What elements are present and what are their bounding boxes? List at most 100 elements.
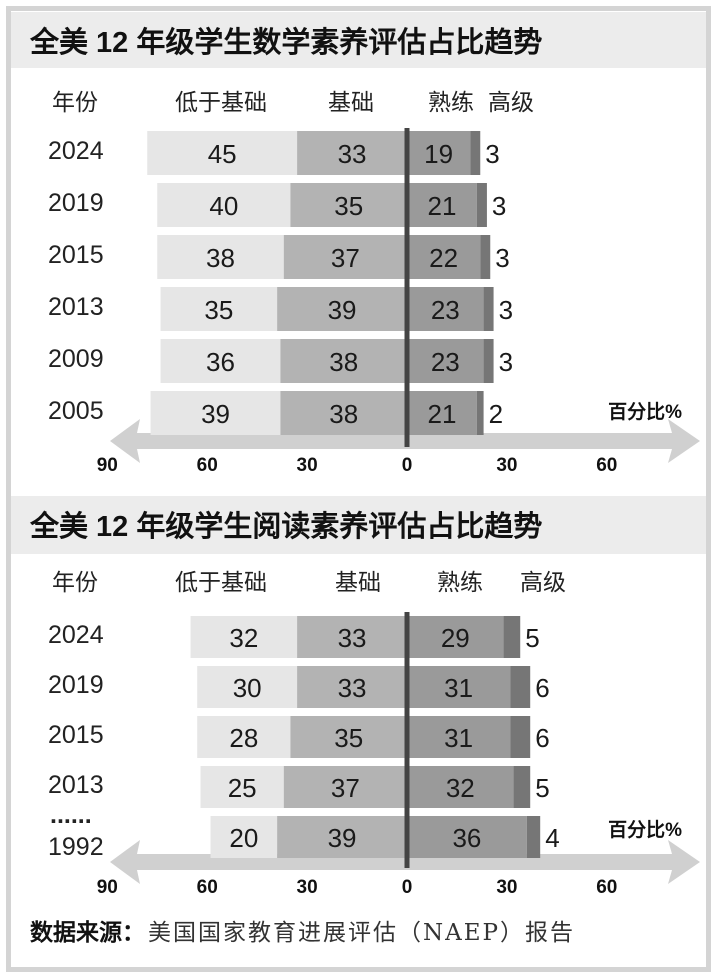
tick-label: 60 [197,455,218,476]
title-band [11,12,706,68]
value-basic: 39 [328,295,357,325]
chart-title: 全美 12 年级学生阅读素养评估占比趋势 [29,509,542,543]
bar-proficient [407,616,504,658]
year-label: 2024 [48,137,104,165]
bar-below-basic [157,235,284,279]
value-below-basic: 20 [229,823,258,853]
bar-proficient [407,816,527,858]
bar-below-basic [197,666,298,708]
value-below-basic: 45 [208,139,237,169]
ellipsis-mark: ...... [50,801,92,829]
value-below-basic: 40 [209,191,238,221]
tick-label: 30 [297,455,318,476]
tick-label: 0 [402,455,413,476]
bar-basic [283,235,407,279]
value-below-basic: 25 [228,773,257,803]
bar-below-basic [197,716,291,758]
header-proficient: 熟练 [428,89,474,115]
bar-basic [297,666,407,708]
bar-basic [297,131,407,175]
value-proficient: 36 [452,823,481,853]
header-proficient: 熟练 [437,569,483,595]
year-label: 2005 [48,397,104,425]
value-advanced: 5 [525,623,539,653]
bar-below-basic [160,339,281,383]
bar-advanced [480,235,491,279]
tick-label: 30 [496,455,517,476]
value-advanced: 3 [485,139,499,169]
value-basic: 33 [338,623,367,653]
value-advanced: 3 [495,243,509,273]
year-label: 2024 [48,621,104,649]
value-advanced: 5 [535,773,549,803]
value-proficient: 21 [428,191,457,221]
value-below-basic: 28 [229,723,258,753]
bar-proficient [407,666,511,708]
bar-advanced [513,766,531,808]
header-advanced: 高级 [488,89,534,115]
value-advanced: 6 [535,723,549,753]
year-label: 2015 [48,721,104,749]
tick-label: 30 [297,877,318,898]
year-label: 1992 [48,833,104,861]
value-proficient: 23 [431,295,460,325]
value-proficient: 21 [428,399,457,429]
year-label: 2013 [48,771,104,799]
bar-proficient [407,716,511,758]
value-basic: 37 [331,773,360,803]
year-label: 2015 [48,241,104,269]
value-below-basic: 30 [233,673,262,703]
value-advanced: 6 [535,673,549,703]
value-basic: 38 [329,347,358,377]
value-basic: 33 [338,139,367,169]
bar-proficient [407,131,471,175]
tick-label: 0 [402,877,413,898]
value-below-basic: 38 [206,243,235,273]
bar-proficient [407,183,477,227]
header-basic: 基础 [335,569,381,595]
value-proficient: 22 [429,243,458,273]
bar-below-basic [150,391,281,435]
bar-below-basic [160,287,278,331]
bar-advanced [510,716,531,758]
header-basic: 基础 [328,89,374,115]
bar-basic [290,183,407,227]
bar-proficient [407,391,477,435]
header-advanced: 高级 [520,569,566,595]
bar-advanced [476,183,487,227]
year-label: 2019 [48,189,104,217]
tick-label: 30 [496,877,517,898]
source-label: 数据来源： [30,919,145,945]
bar-proficient [407,287,484,331]
year-label: 2013 [48,293,104,321]
value-basic: 35 [334,723,363,753]
unit-label: 百分比% [608,819,682,841]
source-text: 美国国家教育进展评估（NAEP）报告 [148,920,575,946]
bar-proficient [407,235,481,279]
bar-proficient [407,766,514,808]
zero-line [404,128,410,447]
year-label: 2019 [48,671,104,699]
tick-label: 90 [97,877,118,898]
value-below-basic: 36 [206,347,235,377]
zero-line [404,612,410,868]
bar-basic [280,391,407,435]
bar-advanced [483,287,494,331]
bar-basic [290,716,407,758]
value-basic: 33 [338,673,367,703]
value-advanced: 4 [545,823,559,853]
bar-basic [277,816,407,858]
value-proficient: 31 [444,673,473,703]
bar-advanced [470,131,481,175]
value-basic: 37 [331,243,360,273]
header-below-basic: 低于基础 [175,569,267,595]
bar-proficient [407,339,484,383]
value-basic: 38 [329,399,358,429]
value-below-basic: 39 [201,399,230,429]
value-advanced: 2 [489,399,503,429]
year-label: 2009 [48,345,104,373]
bar-basic [297,616,407,658]
value-proficient: 23 [431,347,460,377]
bar-below-basic [190,616,298,658]
